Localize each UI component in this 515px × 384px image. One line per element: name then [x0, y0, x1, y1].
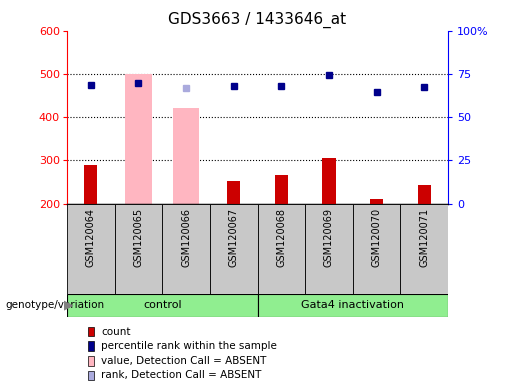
- Text: GSM120068: GSM120068: [277, 208, 286, 267]
- Text: ▶: ▶: [64, 299, 74, 312]
- Bar: [274, 175, 288, 204]
- Text: value, Detection Call = ABSENT: value, Detection Call = ABSENT: [101, 356, 267, 366]
- Bar: [125, 74, 151, 204]
- Text: GSM120064: GSM120064: [86, 208, 96, 267]
- Bar: [401, 204, 448, 294]
- Bar: [258, 294, 448, 317]
- Text: count: count: [101, 326, 131, 337]
- Bar: [173, 108, 199, 204]
- Text: rank, Detection Call = ABSENT: rank, Detection Call = ABSENT: [101, 370, 262, 381]
- Bar: [210, 204, 258, 294]
- Bar: [322, 158, 336, 204]
- Bar: [67, 294, 258, 317]
- Text: GSM120066: GSM120066: [181, 208, 191, 267]
- Text: Gata4 inactivation: Gata4 inactivation: [301, 300, 404, 310]
- Text: GSM120071: GSM120071: [419, 208, 429, 267]
- Text: GSM120069: GSM120069: [324, 208, 334, 267]
- Text: GSM120065: GSM120065: [133, 208, 143, 267]
- Text: genotype/variation: genotype/variation: [5, 300, 104, 310]
- Bar: [227, 180, 241, 204]
- Bar: [258, 204, 305, 294]
- Bar: [353, 204, 401, 294]
- Text: percentile rank within the sample: percentile rank within the sample: [101, 341, 278, 351]
- Text: control: control: [143, 300, 182, 310]
- Text: GDS3663 / 1433646_at: GDS3663 / 1433646_at: [168, 12, 347, 28]
- Bar: [305, 204, 353, 294]
- Bar: [114, 204, 162, 294]
- Bar: [67, 204, 115, 294]
- Text: GSM120070: GSM120070: [372, 208, 382, 267]
- Bar: [162, 204, 210, 294]
- Bar: [370, 199, 383, 204]
- Text: GSM120067: GSM120067: [229, 208, 238, 267]
- Bar: [418, 185, 431, 204]
- Bar: [84, 165, 97, 204]
